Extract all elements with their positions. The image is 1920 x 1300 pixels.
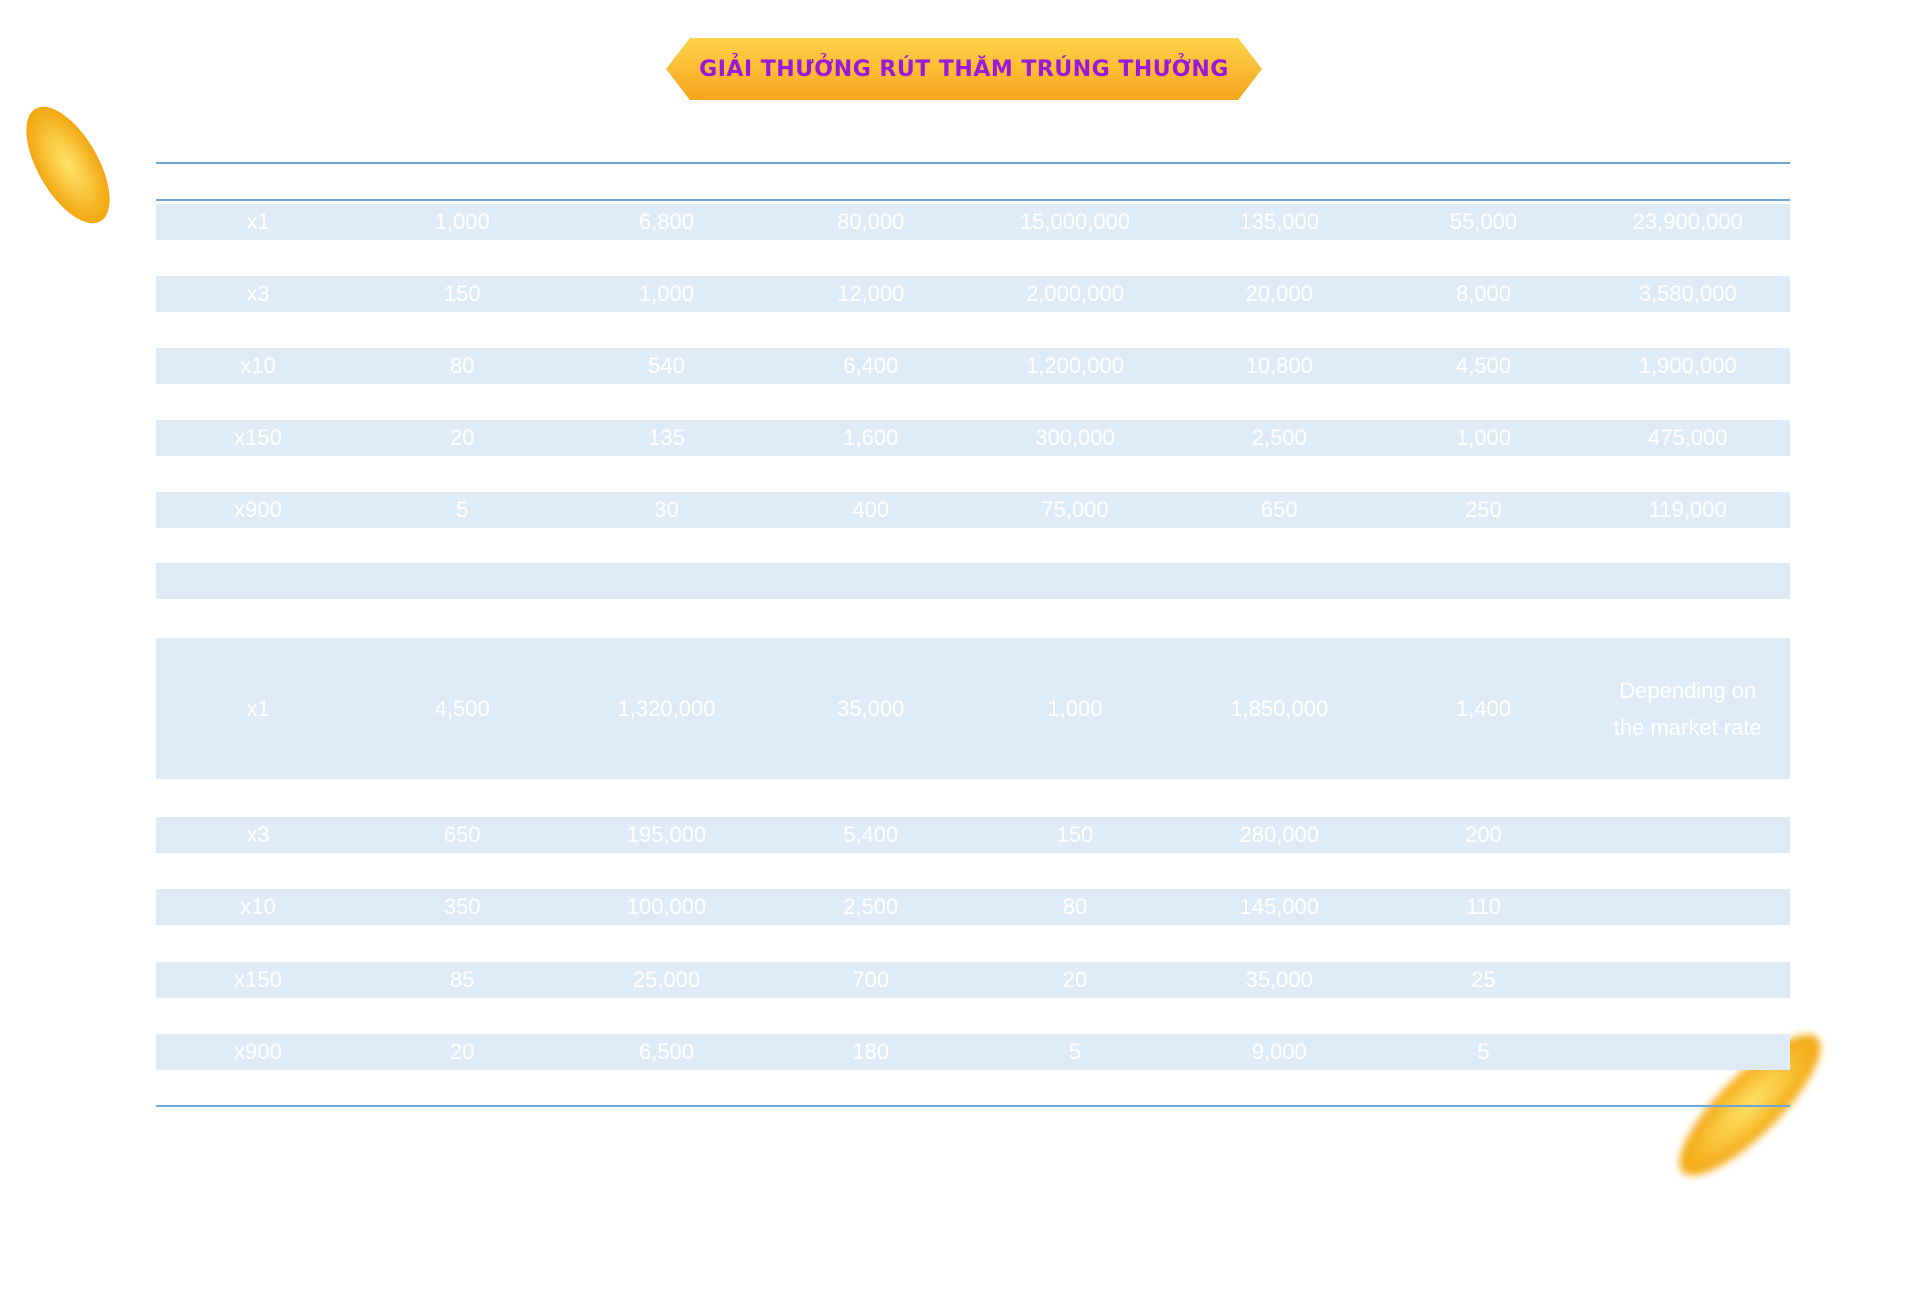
table-cell: 85 xyxy=(450,967,475,992)
table-cell: 4,500 xyxy=(434,696,490,721)
table-cell: 6,500 xyxy=(638,1039,695,1064)
table-cell: 80 xyxy=(1062,894,1088,919)
table-cell: 20 xyxy=(450,1039,475,1064)
table-cell: 35,000 xyxy=(1245,967,1313,992)
table-row xyxy=(156,348,1790,384)
table-cell: 1,000 xyxy=(1047,696,1103,721)
table-cell: 280,000 xyxy=(1239,822,1320,847)
table-cell: 650 xyxy=(1260,497,1298,522)
table-cell: 5 xyxy=(1068,1039,1082,1064)
table-cell: 80 xyxy=(450,353,475,378)
table-cell: 540 xyxy=(648,353,685,378)
table-cell: 20,000 xyxy=(1245,281,1313,306)
table-row xyxy=(156,817,1790,853)
table-cell: 100,000 xyxy=(626,894,707,919)
table-cell: 1,000 xyxy=(1455,425,1512,450)
table-cell: 135,000 xyxy=(1239,209,1320,234)
table-cell: x150 xyxy=(234,967,282,992)
table-cell: x3 xyxy=(246,281,270,306)
table-cell: 1,600 xyxy=(843,425,899,450)
table-cell: 2,500 xyxy=(1251,425,1307,450)
table-cell: 150 xyxy=(1056,822,1094,847)
table-cell: 350 xyxy=(443,894,481,919)
table-cell: 475,000 xyxy=(1647,425,1728,450)
table-cell: 1,000 xyxy=(434,209,490,234)
table-row xyxy=(156,638,1790,779)
table-cell: 12,000 xyxy=(837,281,905,306)
table-cell: 3,580,000 xyxy=(1638,281,1737,306)
table-cell: 10,800 xyxy=(1245,353,1313,378)
table-rule xyxy=(156,199,1790,201)
table-cell: 145,000 xyxy=(1239,894,1320,919)
table-row xyxy=(156,492,1790,528)
empty-row xyxy=(156,563,1790,599)
table-cell: x900 xyxy=(234,1039,282,1064)
table-cell: 5 xyxy=(456,497,469,522)
table-row xyxy=(156,420,1790,456)
table-cell: x1 xyxy=(246,209,270,234)
table-cell: x10 xyxy=(240,894,276,919)
table-cell: x150 xyxy=(234,425,282,450)
table-cell: 110 xyxy=(1465,894,1502,919)
table-cell: 5,400 xyxy=(843,822,899,847)
table-cell: 5 xyxy=(1477,1039,1490,1064)
table-cell: 250 xyxy=(1465,497,1502,522)
table-cell: 6,400 xyxy=(843,353,899,378)
table-cell: x1 xyxy=(246,696,270,721)
table-cell: 2,000,000 xyxy=(1026,281,1124,306)
table-row xyxy=(156,276,1790,312)
table-cell: 1,200,000 xyxy=(1026,353,1124,378)
table-row xyxy=(156,889,1790,925)
table-cell: 119,000 xyxy=(1648,497,1727,522)
table-cell: 200 xyxy=(1465,822,1502,847)
table-cell: 30 xyxy=(654,497,679,522)
table-cell: 75,000 xyxy=(1041,497,1109,522)
table-cell: 1,400 xyxy=(1455,696,1512,721)
table-cell: 4,500 xyxy=(1455,353,1512,378)
table-cell: 8,000 xyxy=(1455,281,1512,306)
table-cell: x900 xyxy=(234,497,282,522)
table-cell: 55,000 xyxy=(1449,209,1518,234)
table-row xyxy=(156,1034,1790,1070)
table-row xyxy=(156,962,1790,998)
table-cell: 2,500 xyxy=(843,894,899,919)
table-cell: 9,000 xyxy=(1251,1039,1307,1064)
table-row xyxy=(156,204,1790,240)
table-cell: 300,000 xyxy=(1035,425,1115,450)
coin-decoration xyxy=(9,93,127,237)
title-badge: GIẢI THƯỞNG RÚT THĂM TRÚNG THƯỞNG xyxy=(666,38,1262,100)
table-cell: 20 xyxy=(1062,967,1088,992)
table-cell: 25,000 xyxy=(632,967,701,992)
table-cell: 80,000 xyxy=(837,209,905,234)
table-cell: 1,320,000 xyxy=(617,696,716,721)
table-cell: 6,800 xyxy=(638,209,695,234)
table-cell: 135 xyxy=(648,425,685,450)
table-rule xyxy=(156,1105,1790,1107)
table-cell: 20 xyxy=(450,425,475,450)
table-cell: 700 xyxy=(852,967,890,992)
table-cell: 1,850,000 xyxy=(1230,696,1329,721)
table-cell: Depending on the market rate xyxy=(1613,677,1762,740)
table-cell: 195,000 xyxy=(626,822,707,847)
table-cell: x10 xyxy=(240,353,276,378)
table-cell: 1,900,000 xyxy=(1638,353,1737,378)
table-cell: 23,900,000 xyxy=(1632,209,1743,234)
table-rule xyxy=(156,162,1790,164)
table-cell: x3 xyxy=(246,822,270,847)
table-cell: 150 xyxy=(443,281,481,306)
table-cell: 180 xyxy=(852,1039,890,1064)
table-cell: 25 xyxy=(1471,967,1496,992)
table-cell: 650 xyxy=(443,822,481,847)
table-cell: 1,000 xyxy=(638,281,695,306)
table-cell: 15,000,000 xyxy=(1019,209,1131,234)
table-cell: 400 xyxy=(852,497,890,522)
table-cell: 35,000 xyxy=(837,696,905,721)
